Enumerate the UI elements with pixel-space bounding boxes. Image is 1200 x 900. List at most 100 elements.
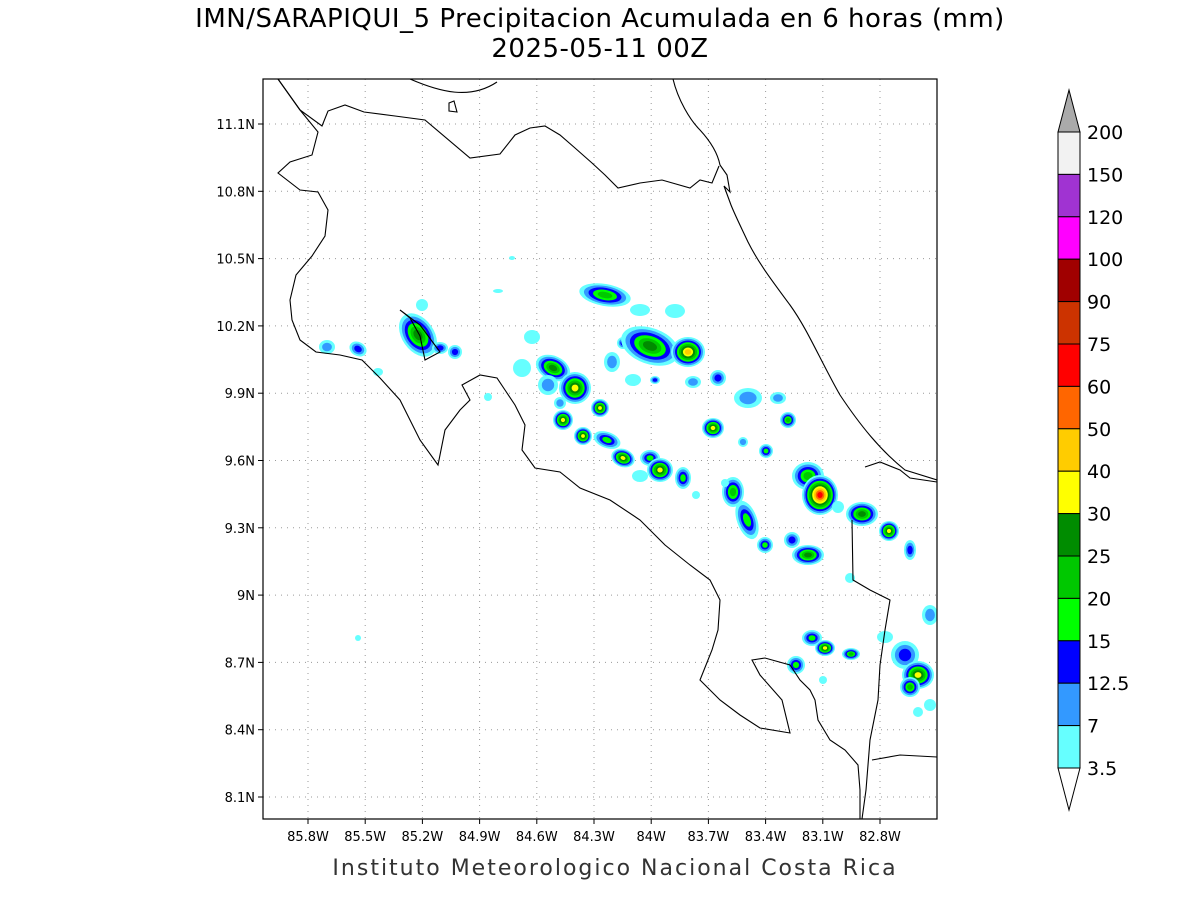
x-tick-label: 83.7W <box>687 830 729 845</box>
precip-cell <box>710 370 726 386</box>
precip-contour <box>665 304 685 318</box>
precip-contour <box>571 384 579 392</box>
precip-contour <box>509 256 515 260</box>
precip-contour <box>548 364 558 372</box>
precip-cell <box>891 641 919 669</box>
precip-cell <box>349 341 367 357</box>
colorbar-label: 50 <box>1087 419 1111 441</box>
nicaragua-coast-north <box>409 79 498 94</box>
island-icon <box>448 100 458 113</box>
colorbar-swatch <box>1057 513 1081 557</box>
precip-contour <box>914 672 922 678</box>
precip-cell <box>721 479 729 487</box>
precip-contour <box>416 299 428 311</box>
precip-contour <box>710 425 716 431</box>
precipitation-field <box>319 256 937 717</box>
precip-cell <box>647 458 673 482</box>
precip-cell <box>650 376 660 384</box>
precip-contour <box>721 479 729 487</box>
precip-contour <box>808 635 816 641</box>
precip-contour <box>742 513 752 527</box>
precip-cell <box>770 392 786 404</box>
precip-cell <box>738 437 748 447</box>
y-tick-label: 8.4N <box>225 724 255 739</box>
precip-contour <box>560 417 566 423</box>
y-tick-label: 10.8N <box>216 185 255 200</box>
colorbar-swatch <box>1057 173 1081 218</box>
precip-contour <box>598 406 602 410</box>
colorbar-top-arrow <box>1057 88 1081 133</box>
colorbar: 200 150 120 100 90 75 60 50 40 30 25 20 15 12.5 7 3.5 <box>1057 88 1129 812</box>
y-tick-label: 11.1N <box>216 118 255 133</box>
colorbar-swatch <box>1057 428 1081 472</box>
precip-cell <box>757 537 773 553</box>
colorbar-swatch <box>1057 725 1081 769</box>
precip-contour <box>788 536 796 544</box>
precip-cell <box>734 388 762 408</box>
x-tick-label: 84.9W <box>459 830 501 845</box>
precip-cell <box>554 397 566 409</box>
colorbar-swatch <box>1057 131 1081 175</box>
precip-contour <box>322 342 332 352</box>
precip-contour <box>729 487 737 497</box>
precip-cell <box>535 354 571 382</box>
precip-cell <box>611 448 635 468</box>
map-title: IMN/SARAPIQUI_5 Precipitacion Acumulada … <box>195 4 1005 34</box>
precip-contour <box>817 492 823 498</box>
precip-contour <box>556 399 564 407</box>
precip-cell <box>815 640 835 656</box>
precip-contour <box>924 699 936 711</box>
precip-contour <box>822 646 828 650</box>
panama-border-south <box>851 519 891 819</box>
precip-cell <box>675 467 691 489</box>
precip-cell <box>692 491 700 499</box>
coastline-borders <box>277 79 937 819</box>
precip-contour <box>819 676 827 684</box>
colorbar-swatch <box>1057 216 1081 260</box>
precip-cell <box>846 502 878 526</box>
precip-contour <box>354 345 362 353</box>
precip-contour <box>524 330 540 344</box>
lake-nicaragua-shore <box>277 79 720 189</box>
colorbar-swatch <box>1057 597 1081 642</box>
precip-contour <box>632 470 648 482</box>
x-tick-label: 85.2W <box>401 830 443 845</box>
precip-cell <box>922 605 937 625</box>
precip-cell <box>702 418 724 438</box>
latitude-axis: 11.1N 10.8N 10.5N 10.2N 9.9N 9.6N 9.3N 9N 8.7N 8.… <box>216 118 263 806</box>
colorbar-label: 75 <box>1087 334 1111 356</box>
precip-contour <box>785 417 791 423</box>
precip-contour <box>739 391 757 405</box>
precip-contour <box>646 455 654 461</box>
precip-contour <box>493 289 503 293</box>
pacific-coast <box>277 79 861 819</box>
y-tick-label: 8.7N <box>225 656 255 671</box>
colorbar-label: 20 <box>1087 588 1111 610</box>
precip-contour <box>886 528 892 534</box>
precip-cell <box>842 648 860 660</box>
precip-cell <box>802 475 838 515</box>
precip-contour <box>762 542 768 548</box>
precip-cell <box>621 326 679 366</box>
x-tick-label: 84.3W <box>573 830 615 845</box>
y-tick-label: 10.2N <box>216 320 255 335</box>
precip-contour <box>739 438 747 446</box>
precip-cell <box>784 532 800 548</box>
colorbar-label: 3.5 <box>1087 758 1117 780</box>
precip-contour <box>792 661 800 669</box>
colorbar-label: 12.5 <box>1087 673 1129 695</box>
y-tick-label: 9.9N <box>225 387 255 402</box>
precip-cell <box>538 375 558 395</box>
precip-contour <box>692 491 700 499</box>
precip-cell <box>579 283 631 307</box>
precip-cell <box>416 299 428 311</box>
x-tick-label: 85.5W <box>344 830 386 845</box>
burica-peninsula <box>871 754 937 761</box>
precip-contour <box>913 707 923 717</box>
precip-cell <box>900 677 920 697</box>
precip-cell <box>819 676 827 684</box>
precip-contour <box>907 545 913 555</box>
precip-cell <box>625 374 641 386</box>
precip-cell <box>904 540 916 560</box>
